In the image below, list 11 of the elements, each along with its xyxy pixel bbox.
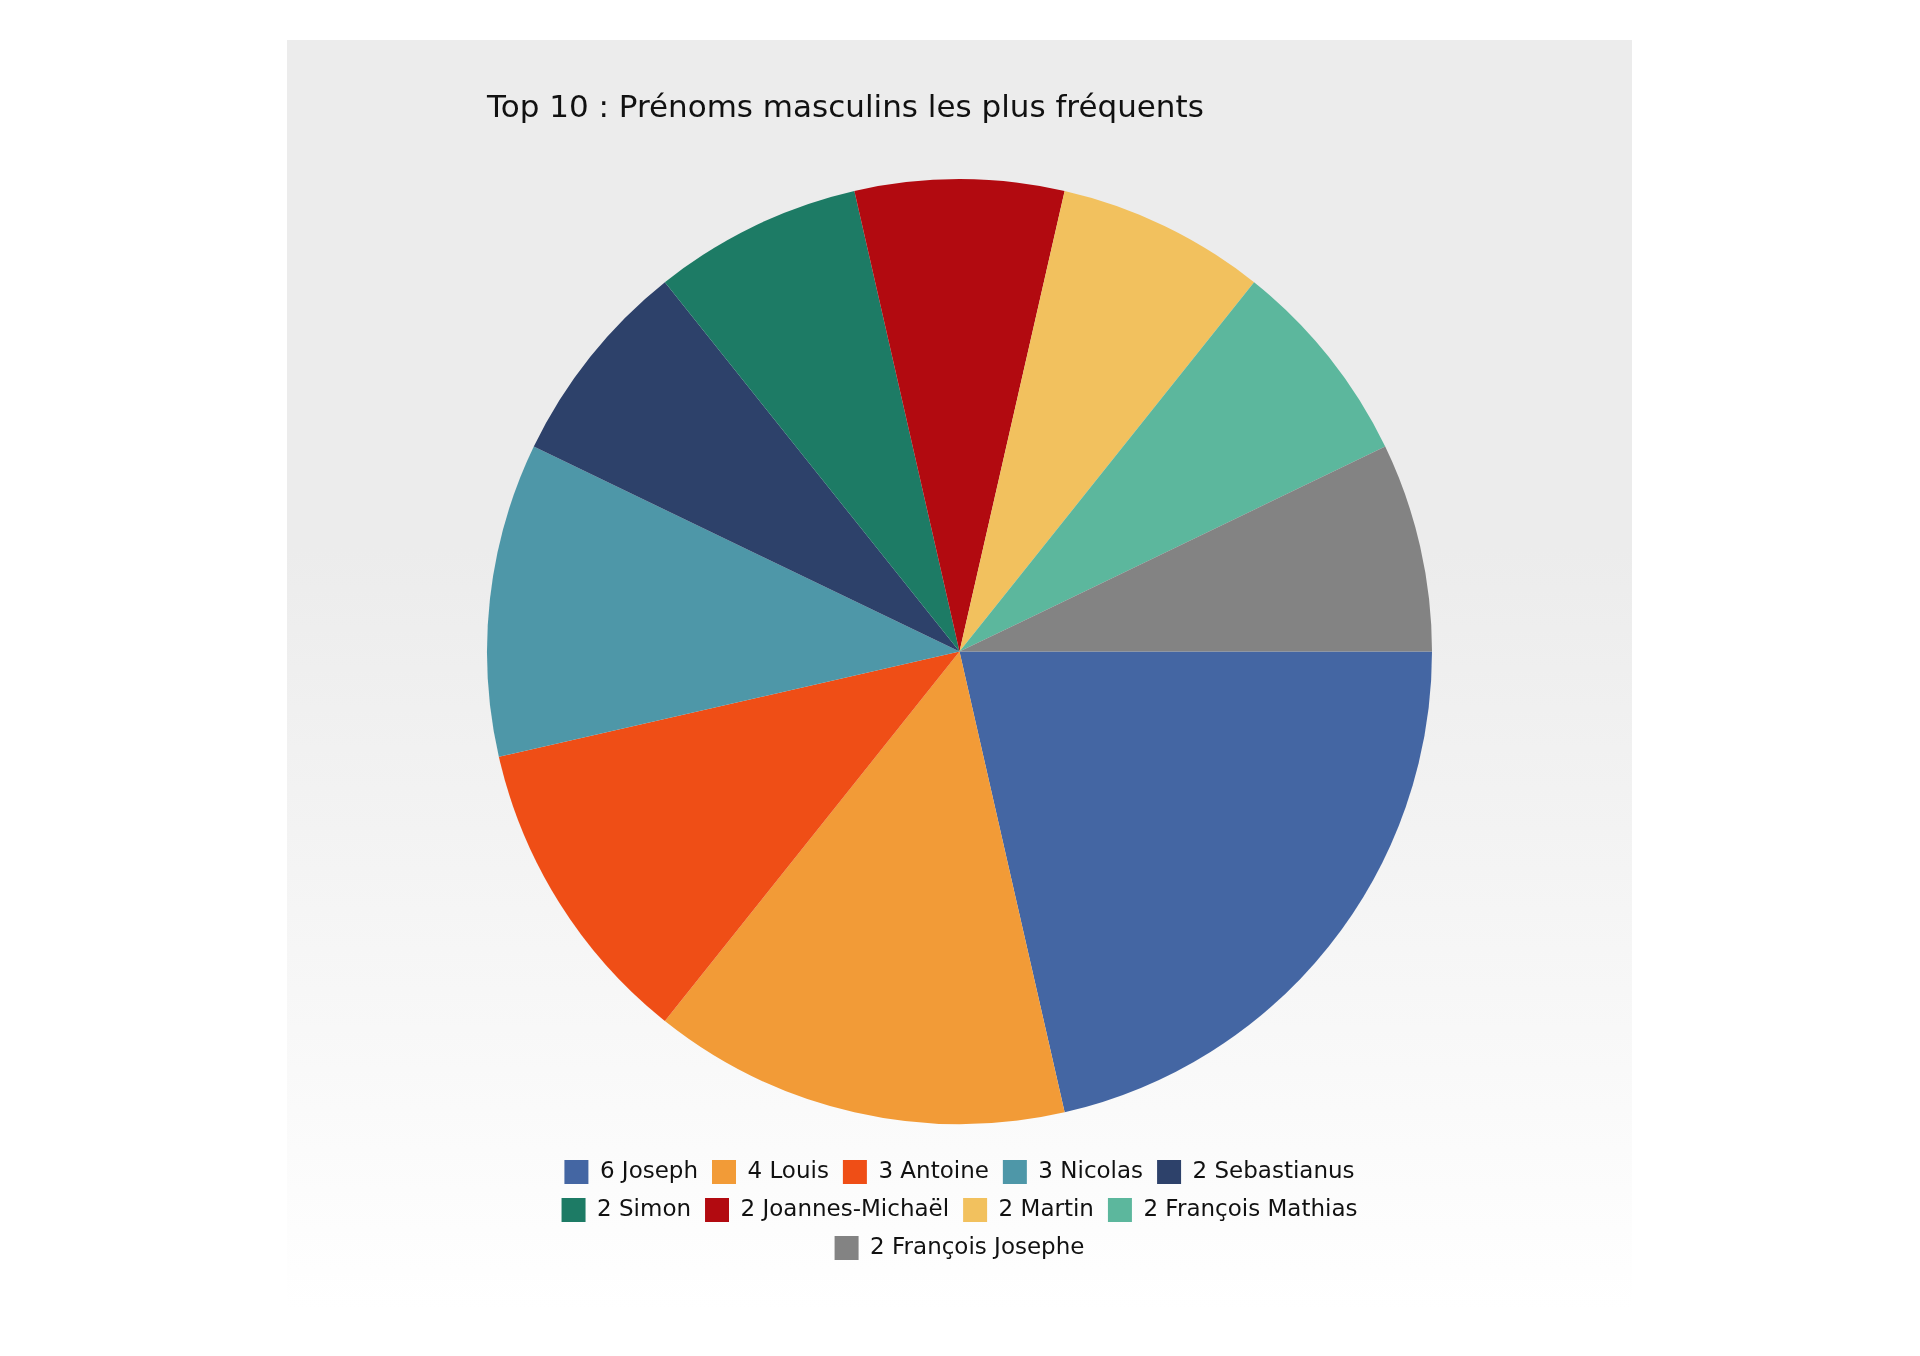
legend-label: 3 Antoine [878, 1156, 989, 1183]
legend-label: 2 Simon [597, 1194, 692, 1221]
chart-title: Top 10 : Prénoms masculins les plus fréquents [486, 87, 1204, 124]
legend-label: 2 Joannes-Michaël [740, 1194, 950, 1221]
legend-label: 6 Joseph [599, 1156, 699, 1183]
legend-label: 4 Louis [747, 1156, 829, 1183]
legend-label: 2 Sebastianus [1192, 1156, 1355, 1183]
legend-label: 2 François Josephe [870, 1232, 1085, 1259]
legend-label: 3 Nicolas [1038, 1156, 1144, 1183]
legend-label: 2 Martin [998, 1194, 1094, 1221]
legend-label: 2 François Mathias [1143, 1194, 1358, 1221]
